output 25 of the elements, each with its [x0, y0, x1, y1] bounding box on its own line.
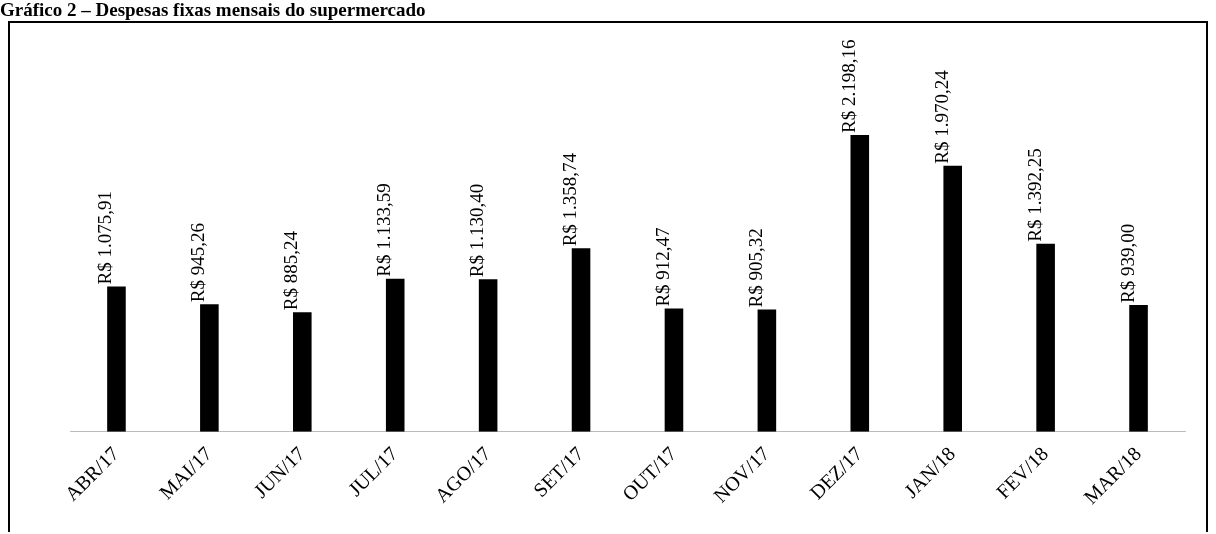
- data-label: R$ 1.358,74: [559, 152, 581, 247]
- bar: [200, 304, 219, 432]
- data-label: R$ 905,32: [744, 228, 766, 308]
- bar: [1129, 304, 1148, 432]
- data-label: R$ 912,47: [651, 227, 673, 307]
- data-label: R$ 945,26: [187, 222, 209, 303]
- bar: [478, 279, 498, 432]
- chart-title: Gráfico 2 – Despesas fixas mensais do supermercado: [0, 0, 426, 20]
- bar: [664, 308, 684, 432]
- bar: [571, 248, 591, 432]
- data-label: R$ 939,00: [1116, 223, 1138, 303]
- bar: [1036, 243, 1055, 432]
- bar: [107, 286, 126, 432]
- bar: [385, 278, 405, 432]
- data-label: R$ 1.392,25: [1023, 148, 1045, 242]
- bar: [850, 135, 870, 432]
- data-label: R$ 1.130,40: [466, 183, 488, 278]
- data-label: R$ 885,24: [280, 230, 302, 311]
- bar: [943, 165, 962, 432]
- data-label: R$ 1.970,24: [930, 69, 952, 164]
- data-label: R$ 1.133,59: [373, 183, 395, 277]
- data-label: R$ 2.198,16: [837, 39, 859, 133]
- data-label: R$ 1.075,91: [94, 191, 116, 285]
- bar: [293, 312, 312, 432]
- bar: [757, 309, 777, 432]
